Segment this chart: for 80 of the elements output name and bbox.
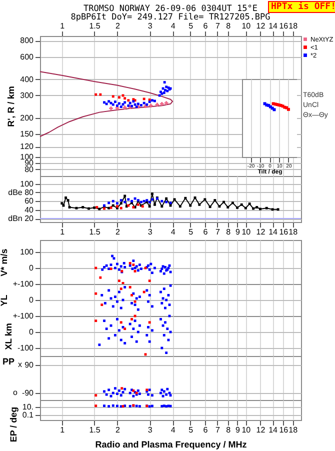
x-tick-label: 3 [148, 22, 153, 30]
text: x [18, 360, 22, 370]
x-tick-label: 14 [268, 22, 278, 30]
x-tick-label: 14 [268, 228, 278, 236]
y-tick-label: +-100 [12, 312, 34, 320]
y-tick-label: 150 [20, 130, 34, 139]
x-axis-title: Radio and Plasma Frequency / MHz [95, 440, 248, 450]
y-tick-label: -90 [22, 388, 34, 398]
y-tick-label: 600 [20, 52, 34, 62]
x-tick-label: 12 [256, 22, 266, 30]
y-tick-label: 100 [20, 248, 34, 256]
y-tick-label: 0 [29, 328, 34, 336]
x-tick-label: 1 [60, 426, 66, 434]
y-axis-title: V* m/s [0, 248, 9, 276]
x-tick-label: 14 [268, 426, 278, 434]
x-tick-label: 1 [60, 22, 66, 30]
y-tick-label: 800 [20, 36, 34, 46]
x-tick-label: 6 [203, 228, 208, 236]
y-axis-title: XL km [3, 323, 14, 350]
y-tick-label: -100 [17, 344, 34, 352]
x-tick-label: 5 [188, 22, 194, 30]
x-tick-label: 4 [170, 228, 176, 236]
x-tick-label: 2 [116, 426, 120, 434]
y-tick-label: dBn 20 [8, 214, 34, 224]
x-tick-label: 8 [226, 22, 232, 30]
x-tick-label: 1.5 [89, 22, 101, 30]
x-tick-label: 10 [242, 426, 252, 434]
x-tick-label: 18 [288, 228, 298, 236]
x-tick-label: 9 [236, 426, 241, 434]
x-tick-label: 1.5 [89, 228, 101, 236]
y-tick-label: 400 [20, 74, 34, 84]
x-tick-label: 5 [188, 228, 194, 236]
x-tick-label: 4 [170, 22, 176, 30]
x-tick-label: 8 [226, 426, 232, 434]
y-axis-title: YL [0, 294, 9, 306]
y-tick-label: +-100 [12, 280, 34, 288]
x-tick-label: 18 [288, 426, 298, 434]
x-tick-label: 6 [203, 22, 208, 30]
x-tick-label: 16 [279, 22, 289, 30]
x-tick-label: 1 [60, 228, 66, 236]
y-tick-label: 120 [20, 142, 34, 152]
text: o [13, 388, 18, 398]
x-tick-label: 5 [188, 426, 194, 434]
text: HPTx is OFF! [268, 1, 335, 13]
x-tick-label: 10 [242, 228, 252, 236]
x-tick-label: 1.5 [89, 426, 101, 434]
x-tick-label: 3 [148, 228, 153, 236]
x-tick-label: 9 [236, 228, 241, 236]
y-tick-label: 0 [29, 264, 34, 272]
x-tick-label: 2 [116, 228, 120, 236]
y-tick-label: 90 [24, 360, 34, 370]
y-axis-title: R', R / km [6, 86, 16, 127]
chart-subtitle: 8pBP6It DoY= 249.127 File= TR127205.BPG [70, 12, 270, 22]
y-tick-label: 0 [29, 296, 34, 304]
y-tick-label: dBe 80 [8, 188, 34, 197]
y-tick-label: 60 [24, 196, 34, 206]
chart-title: TROMSO NORWAY 26-09-06 0304UT 15°E [84, 4, 258, 14]
x-tick-label: 7 [215, 22, 220, 30]
y-tick-label: 100 [20, 179, 34, 188]
y-tick-label: 200 [20, 114, 34, 123]
y-tick-label: 80 [24, 164, 34, 174]
y-axis-title: PP [2, 356, 15, 366]
x-tick-label: 7 [215, 228, 220, 236]
x-tick-label: 8 [226, 228, 232, 236]
y-tick-label: 300 [20, 90, 34, 100]
x-tick-label: 2 [116, 22, 120, 30]
x-tick-label: 6 [203, 426, 208, 434]
x-tick-label: 3 [148, 426, 153, 434]
y-tick-label: 40 [24, 205, 34, 214]
x-tick-label: 16 [279, 228, 289, 236]
x-tick-label: 18 [288, 22, 298, 30]
y-tick-label: 10. [22, 402, 34, 412]
x-tick-label: 10 [242, 22, 252, 30]
x-tick-label: 12 [256, 228, 266, 236]
x-tick-label: 16 [279, 426, 289, 434]
x-tick-label: 4 [170, 426, 176, 434]
y-tick-label: 0.1 [22, 410, 34, 420]
x-tick-label: 7 [215, 426, 220, 434]
x-tick-label: 12 [256, 426, 266, 434]
y-axis-title: EP / deg [8, 406, 18, 442]
